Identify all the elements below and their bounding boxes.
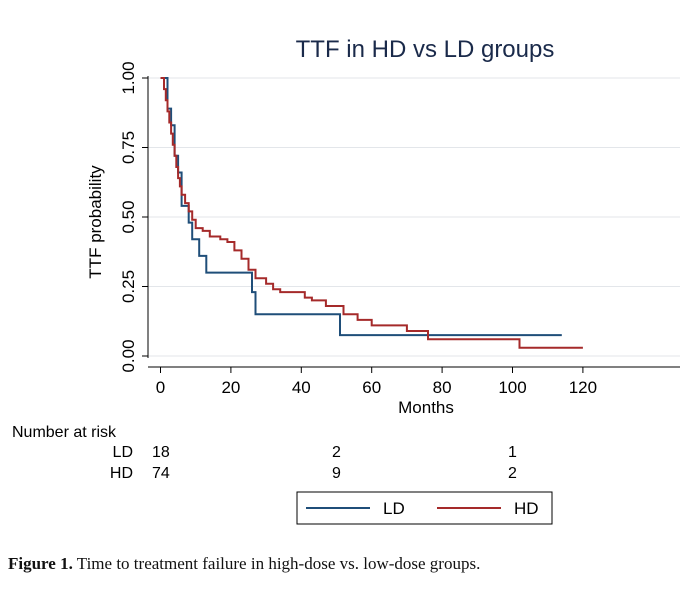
axes: 0.00 0.25 0.50 0.75 1.00 0 20 40 60 80 100 120 bbox=[119, 61, 680, 397]
y-tick-label: 0.75 bbox=[119, 131, 138, 164]
y-axis-label: TTF probability bbox=[86, 165, 105, 279]
risk-row-label: LD bbox=[113, 444, 133, 461]
x-tick-label: 0 bbox=[156, 378, 165, 397]
risk-value: 9 bbox=[332, 465, 341, 482]
legend: LD HD bbox=[296, 491, 553, 525]
risk-table-title: Number at risk bbox=[12, 424, 117, 441]
legend-label-ld: LD bbox=[383, 499, 405, 518]
figure-caption: Figure 1. Time to treatment failure in h… bbox=[8, 554, 480, 574]
km-curve-hd bbox=[160, 77, 583, 349]
risk-value: 2 bbox=[508, 465, 517, 482]
caption-text: Time to treatment failure in high-dose v… bbox=[72, 554, 481, 573]
y-tick-label: 0.00 bbox=[119, 339, 138, 372]
risk-value: 74 bbox=[152, 465, 170, 482]
x-tick-label: 120 bbox=[569, 378, 597, 397]
km-curve-ld bbox=[160, 77, 562, 337]
x-tick-label: 80 bbox=[433, 378, 452, 397]
x-tick-label: 100 bbox=[498, 378, 526, 397]
risk-value: 2 bbox=[332, 444, 341, 461]
x-axis-label: Months bbox=[398, 398, 454, 417]
risk-value: 1 bbox=[508, 444, 517, 461]
y-tick-label: 0.50 bbox=[119, 200, 138, 233]
x-tick-label: 60 bbox=[362, 378, 381, 397]
gridlines bbox=[148, 77, 680, 357]
x-tick-label: 40 bbox=[292, 378, 311, 397]
y-tick-label: 1.00 bbox=[119, 61, 138, 94]
x-tick-label: 20 bbox=[221, 378, 240, 397]
caption-label: Figure 1. bbox=[8, 554, 73, 573]
y-tick-label: 0.25 bbox=[119, 270, 138, 303]
risk-row-label: HD bbox=[110, 465, 133, 482]
legend-label-hd: HD bbox=[514, 499, 539, 518]
risk-table: LD 18 2 1 HD 74 9 2 bbox=[110, 444, 517, 482]
survival-curves bbox=[160, 77, 583, 349]
risk-value: 18 bbox=[152, 444, 170, 461]
chart-title: TTF in HD vs LD groups bbox=[296, 36, 555, 63]
